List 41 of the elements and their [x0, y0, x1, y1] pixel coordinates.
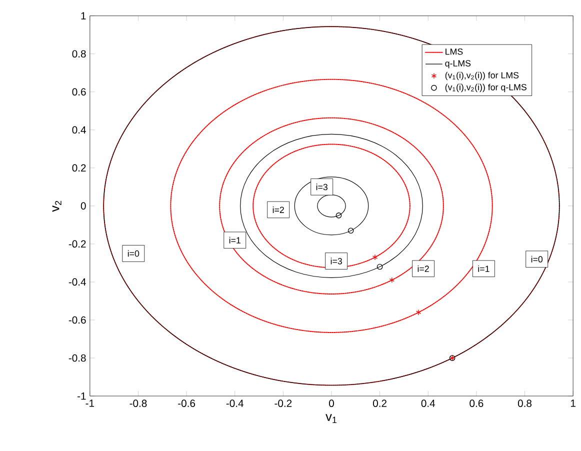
x-tick-label: -0.2: [274, 399, 292, 407]
legend-label: (v$_{1}$(i),v$_{2}$(i)) for q-LMS: [445, 84, 526, 92]
y-tick-label: 0: [80, 202, 86, 210]
point: [416, 309, 422, 316]
y-tick-label: -0.2: [68, 240, 86, 248]
point: [336, 212, 342, 218]
annotation: i=0: [531, 256, 543, 262]
x-tick-label: -0.4: [226, 399, 244, 407]
x-tick-label: 0: [329, 399, 334, 407]
y-tick-label: -1: [78, 392, 86, 400]
annotation: i=3: [330, 258, 342, 264]
annotation: q-LMS: [445, 60, 471, 68]
y-tick-label: 0.4: [72, 126, 86, 134]
legend-label: (v$_{1}$(i),v$_{2}$(i)) for LMS: [445, 72, 519, 80]
y-tick-label: -0.8: [68, 354, 86, 362]
y-tick-label: 0.2: [72, 164, 86, 172]
y-tick-label: 1: [81, 12, 86, 20]
x-tick-label: 0.6: [470, 399, 484, 407]
annotation: LMS: [446, 48, 463, 55]
x-tick-label: 1: [570, 399, 576, 407]
x-tick-label: 0.2: [373, 399, 386, 407]
y-axis-title: v$_{2}$: [52, 200, 62, 212]
point: [376, 264, 383, 270]
x-tick-label: -0.8: [130, 399, 147, 407]
x-tick-label: 0.8: [518, 399, 532, 407]
x-tick-label: -0.6: [178, 399, 196, 407]
x-tick-label: 0.4: [421, 399, 436, 407]
x-tick-label: -1: [86, 399, 94, 407]
annotation: i=1: [229, 236, 240, 244]
annotation: i=2: [418, 265, 429, 272]
annotation: i=2: [272, 206, 284, 213]
y-tick-label: 0.8: [72, 50, 86, 58]
point: [348, 227, 354, 234]
annotation: i=1: [478, 265, 490, 272]
y-tick-label: -0.4: [68, 278, 86, 286]
annotation: i=3: [316, 183, 328, 190]
point: [372, 254, 378, 260]
annotation: i=0: [128, 250, 140, 256]
y-tick-label: 0.6: [72, 88, 86, 96]
y-tick-label: -0.6: [68, 316, 86, 324]
x-axis-title: v$_{1}$: [326, 414, 337, 423]
